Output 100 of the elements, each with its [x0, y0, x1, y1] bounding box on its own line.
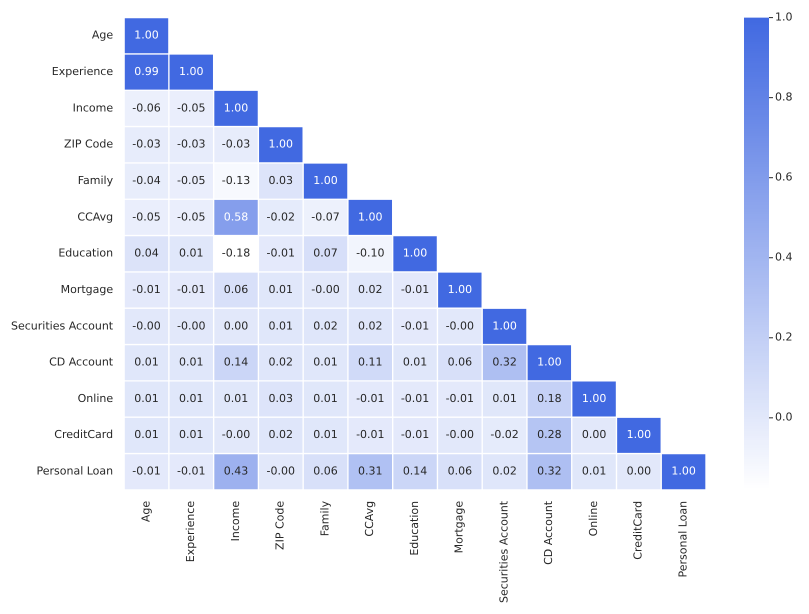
- y-tick-label: Education: [58, 246, 114, 260]
- x-tick-label: Online: [586, 500, 600, 536]
- color-bar-label: 1.0: [775, 10, 792, 24]
- x-tick-label: Securities Account: [497, 500, 510, 604]
- y-tick-label: Family: [78, 174, 114, 187]
- x-tick-label: Income: [228, 500, 242, 542]
- data-label: 0.00: [224, 319, 248, 332]
- data-label: 0.01: [134, 356, 159, 369]
- data-label: 0.01: [492, 392, 517, 405]
- y-tick-label: Mortgage: [60, 282, 114, 296]
- data-label: -0.03: [132, 138, 161, 151]
- data-label: 0.14: [224, 356, 248, 369]
- data-label: 0.32: [492, 356, 517, 369]
- x-tick-label: Experience: [184, 500, 198, 562]
- data-label: 0.58: [224, 210, 248, 224]
- y-tick-label: Age: [92, 28, 114, 42]
- color-bar-label: 0.2: [775, 330, 792, 344]
- x-tick-label: Age: [139, 500, 152, 522]
- y-tick-label: Online: [78, 392, 114, 405]
- data-label: -0.01: [356, 428, 385, 442]
- data-label: -0.01: [177, 282, 206, 296]
- data-label: 0.28: [537, 428, 562, 442]
- data-label: 1.00: [582, 392, 606, 405]
- y-tick-label: ZIP Code: [64, 138, 114, 151]
- data-label: -0.02: [490, 428, 519, 442]
- x-tick-label: Education: [408, 500, 421, 556]
- data-label: 0.01: [179, 356, 204, 369]
- data-label: 0.01: [224, 392, 248, 405]
- data-label: -0.00: [266, 464, 296, 478]
- data-label: 0.01: [179, 246, 204, 260]
- y-tick-label: CreditCard: [54, 428, 114, 442]
- data-label: 0.06: [224, 282, 248, 296]
- data-label: -0.13: [222, 174, 250, 187]
- data-label: 0.04: [134, 246, 159, 260]
- y-tick-label: Income: [72, 101, 114, 114]
- data-label: -0.01: [446, 392, 474, 405]
- data-label: 0.01: [179, 392, 204, 405]
- data-label: 0.02: [358, 319, 383, 332]
- data-label: 1.00: [224, 101, 248, 114]
- data-label: 0.02: [313, 319, 338, 332]
- data-label: 0.03: [268, 174, 294, 187]
- x-tick-label: CD Account: [542, 500, 556, 565]
- data-label: 0.02: [358, 282, 383, 296]
- y-tick-label: Experience: [52, 64, 114, 78]
- data-label: -0.01: [266, 246, 296, 260]
- data-label: -0.05: [177, 210, 206, 224]
- data-label: -0.00: [446, 428, 474, 442]
- data-label: 1.00: [402, 246, 428, 260]
- data-label: 0.07: [313, 246, 338, 260]
- y-tick-label: CD Account: [49, 356, 114, 369]
- data-label: 1.00: [492, 319, 517, 332]
- x-tick-label: Personal Loan: [676, 500, 690, 578]
- data-label: -0.07: [311, 210, 340, 224]
- data-label: -0.03: [177, 138, 206, 151]
- data-label: 1.00: [313, 174, 338, 187]
- data-label: -0.00: [222, 428, 250, 442]
- data-label: 0.01: [313, 428, 338, 442]
- data-label: 0.01: [313, 356, 338, 369]
- y-tick-label: Personal Loan: [36, 464, 114, 478]
- data-label: 0.00: [582, 428, 606, 442]
- data-label: 0.01: [268, 319, 294, 332]
- color-bar-label: 0.4: [775, 250, 792, 264]
- x-tick-label: CCAvg: [363, 500, 376, 537]
- data-label: 0.06: [313, 464, 338, 478]
- y-tick-label: Securities Account: [10, 319, 114, 332]
- data-label: -0.01: [400, 282, 430, 296]
- data-label: -0.01: [400, 392, 430, 405]
- data-label: 0.32: [537, 464, 562, 478]
- data-label: 0.00: [626, 464, 652, 478]
- x-tick-label: CreditCard: [632, 500, 645, 560]
- data-label: 0.01: [313, 392, 338, 405]
- data-label: -0.00: [446, 319, 474, 332]
- data-label: 1.00: [268, 138, 294, 151]
- data-label: 1.00: [179, 64, 204, 78]
- data-label: -0.05: [177, 174, 206, 187]
- data-label: -0.06: [132, 101, 161, 114]
- data-label: -0.05: [132, 210, 161, 224]
- data-label: -0.01: [177, 464, 206, 478]
- data-label: 0.01: [268, 282, 294, 296]
- x-tick-label: Family: [318, 500, 332, 536]
- x-tick-label: ZIP Code: [274, 500, 287, 550]
- data-label: 0.14: [402, 464, 428, 478]
- data-label: -0.01: [132, 464, 161, 478]
- data-label: 0.01: [134, 428, 159, 442]
- data-label: 0.02: [268, 428, 294, 442]
- data-label: 0.43: [224, 464, 248, 478]
- data-label: -0.10: [356, 246, 385, 260]
- y-tick-label: CCAvg: [77, 210, 114, 224]
- data-label: -0.18: [222, 246, 250, 260]
- data-label: 1.00: [671, 464, 696, 478]
- data-label: 0.02: [492, 464, 517, 478]
- data-label: 1.00: [358, 210, 383, 224]
- data-label: 1.00: [537, 356, 562, 369]
- data-label: 0.01: [402, 356, 428, 369]
- data-label: -0.01: [132, 282, 161, 296]
- color-bar-label: 0.6: [775, 170, 792, 184]
- data-label: -0.00: [132, 319, 161, 332]
- data-label: 0.01: [134, 392, 159, 405]
- data-label: 0.01: [582, 464, 606, 478]
- data-label: 0.03: [268, 392, 294, 405]
